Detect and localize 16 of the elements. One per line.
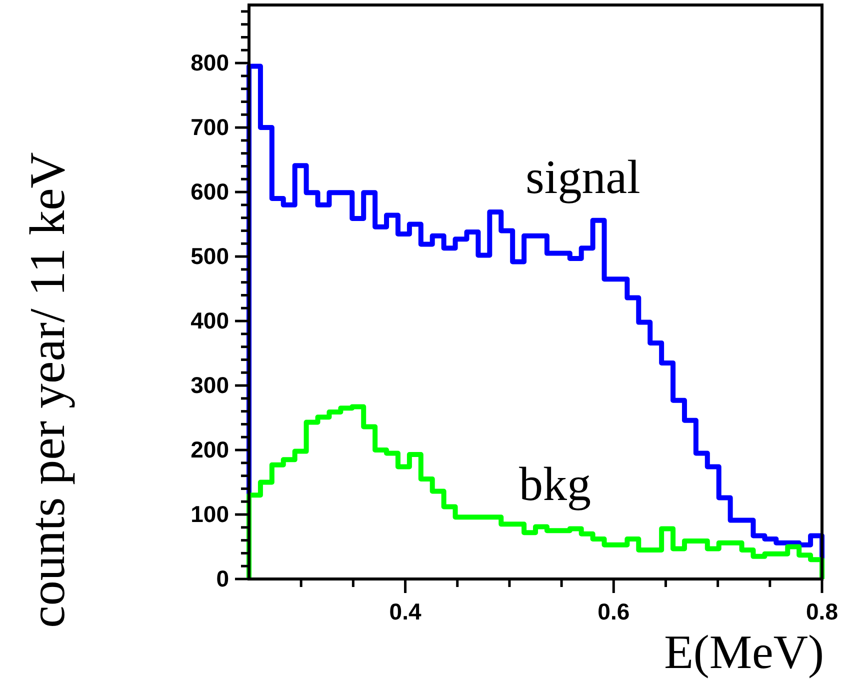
- y-tick-label: 700: [190, 114, 229, 140]
- y-tick-label: 800: [190, 49, 229, 76]
- x-tick-label: 0.8: [806, 598, 838, 624]
- y-tick-label: 600: [190, 178, 229, 204]
- y-tick-label: 100: [190, 500, 229, 527]
- x-tick-label: 0.4: [389, 598, 422, 624]
- y-axis-title: counts per year/ 11 keV: [19, 152, 75, 628]
- series-label: signal: [526, 151, 640, 204]
- series-label: bkg: [519, 458, 591, 511]
- x-axis-title: E(MeV): [664, 626, 824, 679]
- y-tick-label: 400: [190, 307, 229, 334]
- y-tick-label: 200: [190, 436, 229, 462]
- y-tick-label: 0: [216, 565, 229, 592]
- x-tick-label: 0.6: [598, 598, 630, 624]
- y-tick-label: 300: [190, 372, 229, 398]
- y-tick-label: 500: [190, 242, 229, 269]
